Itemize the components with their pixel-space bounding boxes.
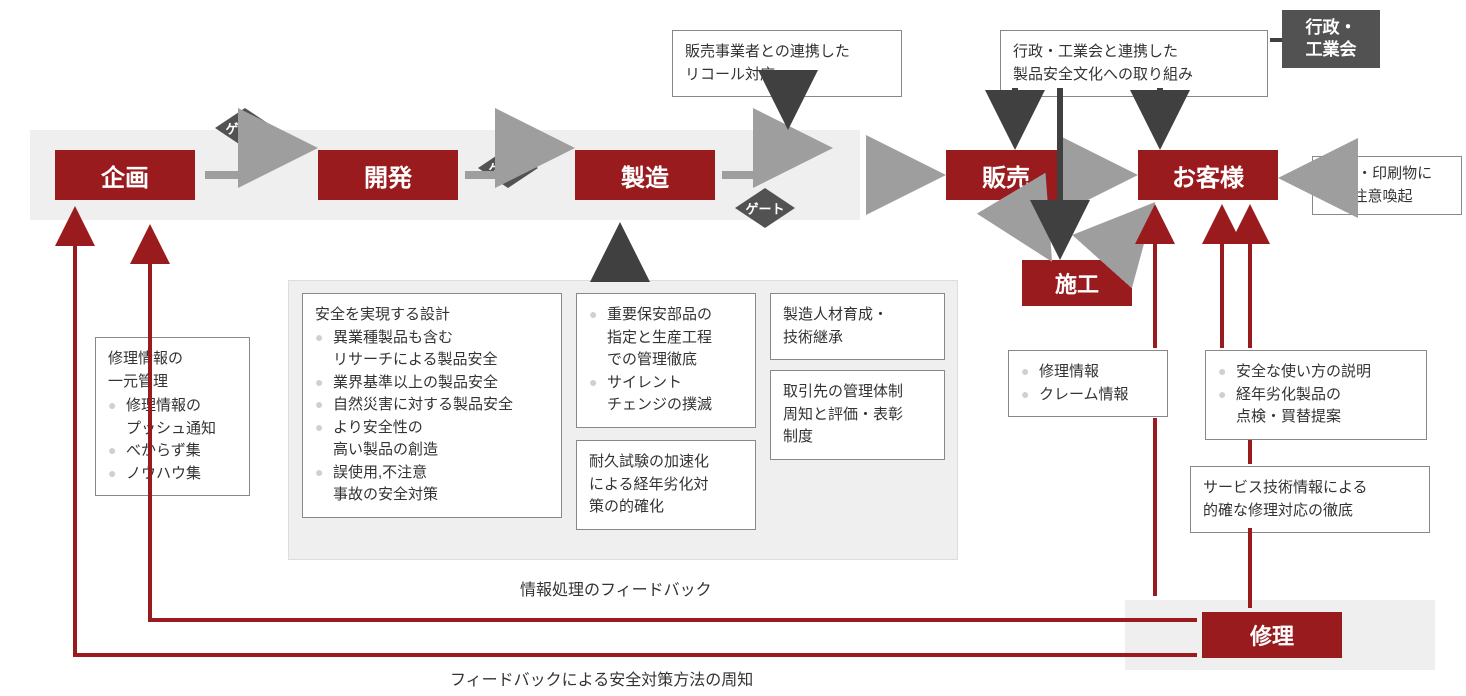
design-title: 安全を実現する設計 [315, 304, 549, 327]
repair-info-title: 修理情報の 一元管理 [108, 348, 237, 393]
parts-management-box: 重要保安部品の 指定と生産工程 での管理徹底 サイレント チェンジの撲滅 [576, 293, 756, 428]
service-info-box: サービス技術情報による 的確な修理対応の徹底 [1190, 466, 1430, 533]
repair-info-box: 修理情報の 一元管理 修理情報の プッシュ通知 べからず集 ノウハウ集 [95, 337, 250, 496]
gate-1: ゲート [215, 108, 275, 148]
durability-box: 耐久試験の加速化 による経年劣化対 策の的確化 [576, 440, 756, 530]
list-item: 業界基準以上の製品安全 [315, 372, 549, 395]
list-item: 誤使用,不注意 事故の安全対策 [315, 462, 549, 507]
supplier-box: 取引先の管理体制 周知と評価・表彰 制度 [770, 370, 945, 460]
gov-industry-box: 行政・ 工業会 [1282, 10, 1380, 68]
list-item: 修理情報 [1021, 361, 1155, 384]
list-item: クレーム情報 [1021, 384, 1155, 407]
web-print-box: WEB・印刷物に よる注意喚起 [1312, 156, 1462, 215]
list-item: 経年劣化製品の 点検・買替提案 [1218, 384, 1414, 429]
feedback-label-2: フィードバックによる安全対策方法の周知 [450, 666, 753, 690]
safety-culture-box: 行政・工業会と連携した 製品安全文化への取り組み [1000, 30, 1268, 97]
stage-repair: 修理 [1202, 612, 1342, 658]
list-item: べからず集 [108, 440, 237, 463]
list-item: 安全な使い方の説明 [1218, 361, 1414, 384]
gate-2: ゲート [478, 148, 538, 188]
design-safety-box: 安全を実現する設計 異業種製品も含む リサーチによる製品安全 業界基準以上の製品… [302, 293, 562, 518]
stage-plan: 企画 [55, 150, 195, 200]
safe-use-box: 安全な使い方の説明 経年劣化製品の 点検・買替提案 [1205, 350, 1427, 440]
stage-install: 施工 [1022, 260, 1132, 306]
feedback-label-1: 情報処理のフィードバック [520, 576, 712, 600]
stage-dev: 開発 [318, 150, 458, 200]
stage-mfg: 製造 [575, 150, 715, 200]
stage-customer: お客様 [1138, 150, 1278, 200]
list-item: 修理情報の プッシュ通知 [108, 395, 237, 440]
recall-box: 販売事業者との連携した リコール対応 [672, 30, 902, 97]
hr-box: 製造人材育成・ 技術継承 [770, 293, 945, 360]
list-item: サイレント チェンジの撲滅 [589, 372, 743, 417]
list-item: 重要保安部品の 指定と生産工程 での管理徹底 [589, 304, 743, 372]
list-item: より安全性の 高い製品の創造 [315, 417, 549, 462]
stage-sales: 販売 [946, 150, 1066, 200]
list-item: 異業種製品も含む リサーチによる製品安全 [315, 327, 549, 372]
repair-claim-box: 修理情報 クレーム情報 [1008, 350, 1168, 417]
list-item: 自然災害に対する製品安全 [315, 394, 549, 417]
gate-3: ゲート [735, 188, 795, 228]
list-item: ノウハウ集 [108, 463, 237, 486]
